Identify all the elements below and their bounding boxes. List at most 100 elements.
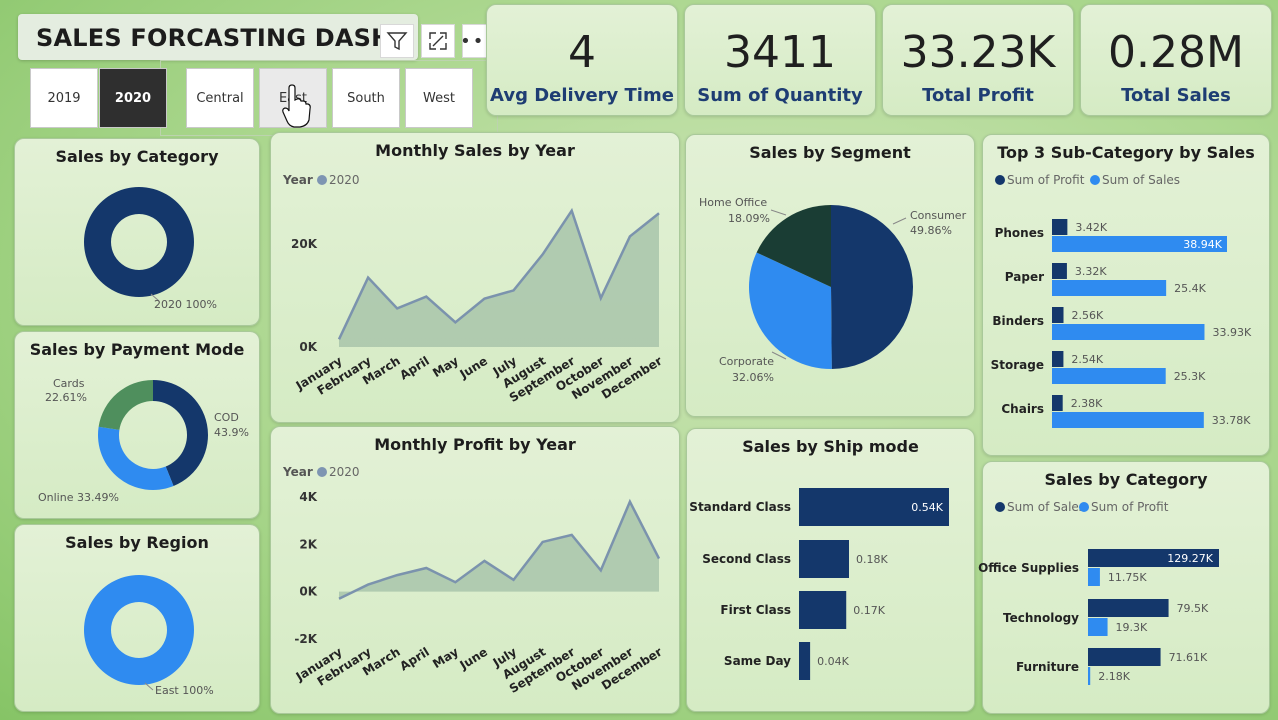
area-fill-2020 [339, 210, 659, 347]
pie-slice-corporate[interactable] [749, 252, 832, 369]
top-subcategory-bar-chart: Sum of Profit Sum of Sales Phones 3.42K 38… [991, 173, 1252, 428]
kpi-value: 4 [568, 27, 596, 78]
bar-sales-binders[interactable] [1052, 324, 1205, 340]
data-label-profit-chairs: 2.38K [1071, 397, 1103, 410]
chart-title: Sales by Payment Mode [29, 340, 245, 359]
region-central-button[interactable]: Central [186, 68, 254, 128]
pie-slice-consumer[interactable] [831, 205, 914, 369]
data-label-sales-binders: 33.93K [1212, 326, 1251, 339]
bar-sales-chairs[interactable] [1052, 412, 1204, 428]
x-tick-may: May [430, 645, 461, 672]
kpi-label: Total Profit [922, 85, 1034, 106]
y-tick-label: 4K [299, 490, 317, 504]
category-label-storage: Storage [991, 358, 1044, 372]
bar-second-class[interactable] [799, 540, 849, 578]
series-line-2020[interactable] [337, 207, 660, 340]
corporate-label-pct: 32.06% [732, 371, 774, 384]
year-2020-button[interactable]: 2020 [99, 68, 167, 128]
data-label-profit-paper: 3.32K [1075, 265, 1107, 278]
donut-slice-east[interactable] [83, 575, 194, 685]
bar-sales-paper[interactable] [1052, 280, 1167, 296]
legend-label: 2020 [329, 465, 360, 479]
year-2019-button[interactable]: 2019 [30, 68, 98, 128]
x-tick-may: May [430, 354, 461, 381]
sales-by-category-donut-card: Sales by Category 2020 100% [14, 138, 260, 326]
y-tick-label: 20K [291, 237, 318, 251]
data-label-sales-chairs: 33.78K [1212, 414, 1251, 427]
kpi-total-sales: 0.28M Total Sales [1080, 4, 1272, 116]
kpi-label: Sum of Quantity [697, 85, 863, 106]
bar-profit-binders[interactable] [1052, 307, 1064, 323]
bar-standard-class[interactable] [799, 488, 949, 526]
x-tick-april: April [397, 354, 432, 383]
data-label-second-class: 0.18K [856, 553, 888, 566]
bar-profit-technology[interactable] [1088, 618, 1108, 636]
bar-sales-phones[interactable] [1052, 236, 1227, 252]
chart-title: Sales by Region [65, 533, 209, 552]
monthly-sales-card: Monthly Sales by Year Year 2020 0K 20K Jan… [270, 132, 680, 423]
sales-by-ship-mode-card: Sales by Ship mode Standard Class 0.54K Se… [686, 428, 975, 712]
x-tick-april: April [397, 645, 432, 674]
legend-marker [317, 467, 327, 477]
cod-label-pct: 43.9% [214, 426, 249, 439]
region-west-button[interactable]: West [405, 68, 473, 128]
data-label-sales-furniture: 71.61K [1169, 651, 1208, 664]
sales-by-payment-mode-card: Sales by Payment Mode COD 43.9% Cards 22… [14, 331, 260, 519]
category-label-second-class: Second Class [702, 552, 791, 566]
kpi-total-profit: 33.23K Total Profit [882, 4, 1074, 116]
region-east-button[interactable]: East [259, 68, 327, 128]
bar-sales-technology[interactable] [1088, 599, 1169, 617]
top-subcategory-card: Top 3 Sub-Category by Sales Sum of Profi… [982, 134, 1270, 456]
data-label-profit-binders: 2.56K [1072, 309, 1104, 322]
donut-slice-cards[interactable] [98, 380, 153, 430]
sales-by-region-card: Sales by Region East 100% [14, 524, 260, 712]
data-label-profit-phones: 3.42K [1075, 221, 1107, 234]
consumer-label-name: Consumer [910, 209, 967, 222]
bar-profit-furniture[interactable] [1088, 667, 1091, 685]
bar-sales-storage[interactable] [1052, 368, 1166, 384]
donut-slice-cod[interactable] [153, 380, 209, 487]
area-fill-2020 [339, 501, 659, 599]
donut-slice-2020[interactable] [83, 187, 194, 297]
legend-label: 2020 [329, 173, 360, 187]
y-tick-label: 2K [299, 537, 317, 551]
category-bar-chart: Sum of Sales Sum of Profit Office Suppli… [978, 500, 1219, 685]
monthly-profit-area-chart: Year 2020 4K2K0K-2KJanuaryFebruaryMarchA… [282, 465, 665, 696]
filter-icon[interactable] [380, 24, 414, 58]
data-label-standard-class: 0.54K [911, 501, 943, 514]
bar-profit-office-supplies[interactable] [1088, 568, 1100, 586]
kpi-label: Avg Delivery Time [490, 85, 674, 106]
data-label-profit-storage: 2.54K [1071, 353, 1103, 366]
pie-slice-home-office[interactable] [756, 205, 831, 287]
y-tick-label: -2K [294, 632, 317, 646]
bar-profit-storage[interactable] [1052, 351, 1064, 367]
bar-profit-chairs[interactable] [1052, 395, 1063, 411]
kpi-value: 33.23K [900, 27, 1056, 78]
kpi-value: 0.28M [1108, 27, 1244, 78]
focus-mode-icon[interactable] [421, 24, 455, 58]
region-south-button[interactable]: South [332, 68, 400, 128]
chart-title: Monthly Profit by Year [374, 435, 576, 454]
data-label-profit-office-supplies: 11.75K [1108, 571, 1147, 584]
bar-first-class[interactable] [799, 591, 847, 629]
bar-profit-phones[interactable] [1052, 219, 1068, 235]
bar-sales-furniture[interactable] [1088, 648, 1161, 666]
series-line-2020[interactable] [338, 498, 661, 600]
category-label-first-class: First Class [720, 603, 791, 617]
data-label-sales-paper: 25.4K [1174, 282, 1206, 295]
region-donut-chart: East 100% [83, 575, 214, 697]
donut-slice-online[interactable] [97, 426, 174, 490]
y-tick-label: 0K [299, 340, 317, 354]
legend-title: Year [282, 465, 313, 479]
category-label-paper: Paper [1005, 270, 1044, 284]
bar-sales-office-supplies[interactable] [1088, 549, 1219, 567]
category-label-phones: Phones [995, 226, 1044, 240]
bar-same-day[interactable] [799, 642, 811, 680]
data-label-sales-technology: 79.5K [1177, 602, 1209, 615]
payment-mode-donut-chart: COD 43.9% Cards 22.61% Online 33.49% [38, 377, 249, 504]
x-tick-june: June [457, 354, 490, 382]
bar-profit-paper[interactable] [1052, 263, 1067, 279]
legend-marker-profit [1079, 502, 1089, 512]
category-label-technology: Technology [1003, 611, 1079, 625]
data-label-sales-storage: 25.3K [1174, 370, 1206, 383]
